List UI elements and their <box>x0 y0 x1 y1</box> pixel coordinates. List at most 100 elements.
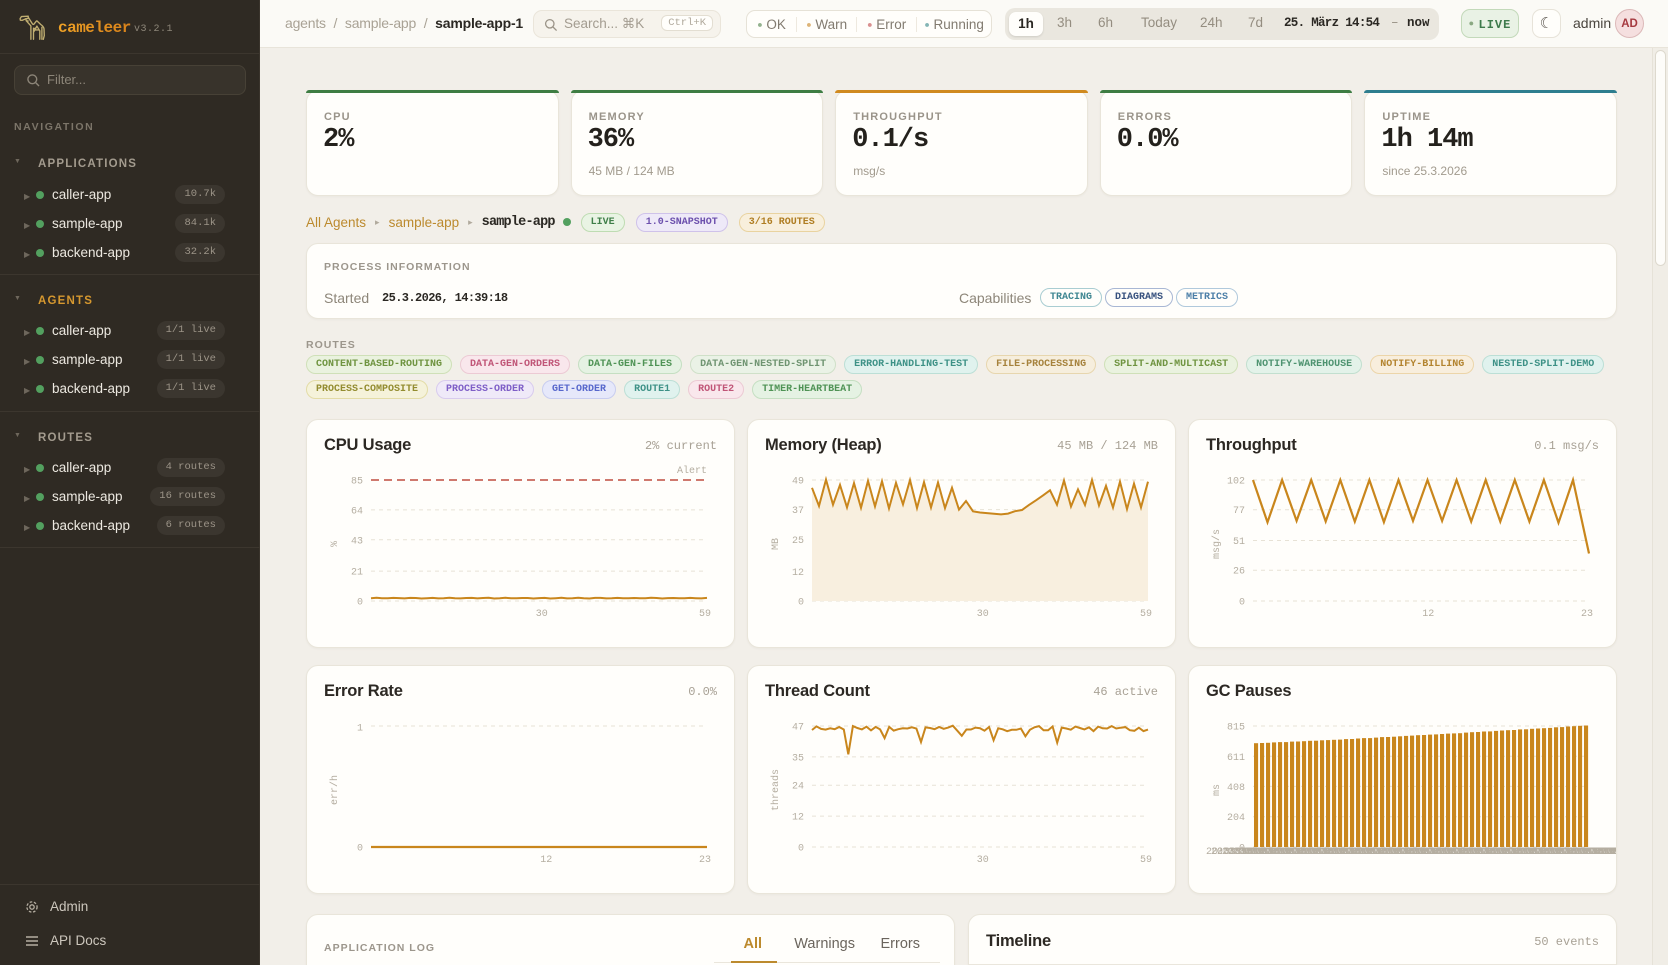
svg-text:815: 815 <box>1227 723 1245 734</box>
svg-text:20:39:00: 20:39:00 <box>1411 847 1459 858</box>
svg-text:20:39:00: 20:39:00 <box>1444 847 1492 858</box>
svg-text:20:39:00: 20:39:00 <box>1557 847 1605 858</box>
svg-text:20:39:00: 20:39:00 <box>1449 847 1497 858</box>
svg-text:24: 24 <box>792 782 804 793</box>
svg-text:20:39:00: 20:39:00 <box>1319 847 1367 858</box>
svg-text:26: 26 <box>1233 567 1245 578</box>
svg-text:20:39:00: 20:39:00 <box>1228 847 1276 858</box>
svg-text:20:39:00: 20:39:00 <box>1390 847 1438 858</box>
svg-text:0: 0 <box>357 844 363 855</box>
svg-text:20:39:00: 20:39:00 <box>1384 847 1432 858</box>
svg-text:20:39:00: 20:39:00 <box>1406 847 1454 858</box>
svg-text:43: 43 <box>351 536 363 547</box>
svg-text:204: 204 <box>1227 813 1245 824</box>
svg-text:ms: ms <box>1212 784 1223 796</box>
svg-text:102: 102 <box>1227 477 1245 488</box>
svg-text:20:39:00: 20:39:00 <box>1222 847 1270 858</box>
svg-text:20:39:00: 20:39:00 <box>1433 847 1481 858</box>
svg-text:20:39:00: 20:39:00 <box>1600 847 1616 858</box>
svg-text:20:39:00: 20:39:00 <box>1352 847 1400 858</box>
svg-text:20:39:00: 20:39:00 <box>1292 847 1340 858</box>
svg-text:20:39:00: 20:39:00 <box>1271 847 1319 858</box>
svg-text:20:39:00: 20:39:00 <box>1584 847 1616 858</box>
svg-text:20:39:00: 20:39:00 <box>1395 847 1443 858</box>
svg-text:20:39:00: 20:39:00 <box>1481 847 1529 858</box>
svg-text:64: 64 <box>351 506 363 517</box>
svg-text:20:39:00: 20:39:00 <box>1514 847 1562 858</box>
svg-text:20:39:00: 20:39:00 <box>1579 847 1616 858</box>
svg-text:20:39:00: 20:39:00 <box>1503 847 1551 858</box>
svg-text:20:39:00: 20:39:00 <box>1568 847 1616 858</box>
svg-text:20:39:00: 20:39:00 <box>1233 847 1281 858</box>
svg-text:20:39:00: 20:39:00 <box>1287 847 1335 858</box>
svg-text:20:39:00: 20:39:00 <box>1492 847 1540 858</box>
svg-text:20:39:00: 20:39:00 <box>1325 847 1373 858</box>
svg-text:20:39:00: 20:39:00 <box>1595 847 1616 858</box>
svg-text:20:39:00: 20:39:00 <box>1606 847 1616 858</box>
svg-text:20:39:00: 20:39:00 <box>1562 847 1610 858</box>
svg-text:20:39:00: 20:39:00 <box>1217 847 1265 858</box>
svg-text:20:39:00: 20:39:00 <box>1336 847 1384 858</box>
svg-text:20:39:00: 20:39:00 <box>1260 847 1308 858</box>
svg-text:12: 12 <box>1422 609 1434 620</box>
svg-text:20:39:00: 20:39:00 <box>1330 847 1378 858</box>
svg-text:%: % <box>330 541 341 547</box>
svg-text:20:39:00: 20:39:00 <box>1400 847 1448 858</box>
svg-text:23: 23 <box>1581 609 1593 620</box>
svg-text:20:39:00: 20:39:00 <box>1363 847 1411 858</box>
svg-text:20:39:00: 20:39:00 <box>1298 847 1346 858</box>
svg-text:20:39:00: 20:39:00 <box>1573 847 1616 858</box>
svg-text:msg/s: msg/s <box>1211 529 1223 559</box>
svg-text:20:39:00: 20:39:00 <box>1546 847 1594 858</box>
svg-text:20:39:00: 20:39:00 <box>1244 847 1292 858</box>
svg-text:0: 0 <box>798 598 804 609</box>
svg-text:611: 611 <box>1227 753 1245 764</box>
svg-text:20:39:00: 20:39:00 <box>1541 847 1589 858</box>
svg-text:20:39:00: 20:39:00 <box>1276 847 1324 858</box>
svg-text:59: 59 <box>1140 855 1152 866</box>
svg-text:59: 59 <box>699 609 711 620</box>
svg-text:20:39:00: 20:39:00 <box>1265 847 1313 858</box>
svg-text:20:39:00: 20:39:00 <box>1589 847 1616 858</box>
svg-text:49: 49 <box>792 477 804 488</box>
svg-text:20:39:00: 20:39:00 <box>1471 847 1519 858</box>
svg-text:20:39:00: 20:39:00 <box>1211 847 1259 858</box>
svg-text:20:39:00: 20:39:00 <box>1417 847 1465 858</box>
svg-text:30: 30 <box>977 855 989 866</box>
svg-text:20:39:00: 20:39:00 <box>1255 847 1303 858</box>
svg-text:23: 23 <box>699 855 711 866</box>
svg-text:20:39:00: 20:39:00 <box>1487 847 1535 858</box>
svg-text:20:39:00: 20:39:00 <box>1206 847 1254 858</box>
svg-text:408: 408 <box>1227 783 1245 794</box>
svg-text:12: 12 <box>792 568 804 579</box>
svg-text:20:39:00: 20:39:00 <box>1249 847 1297 858</box>
svg-text:20:39:00: 20:39:00 <box>1373 847 1421 858</box>
svg-text:85: 85 <box>351 477 363 488</box>
svg-text:1: 1 <box>357 724 363 735</box>
svg-text:20:39:00: 20:39:00 <box>1454 847 1502 858</box>
svg-text:20:39:00: 20:39:00 <box>1465 847 1513 858</box>
svg-text:77: 77 <box>1233 506 1245 517</box>
svg-text:30: 30 <box>977 609 989 620</box>
svg-text:err/h: err/h <box>329 775 341 805</box>
svg-text:21: 21 <box>351 568 363 579</box>
svg-text:20:39:00: 20:39:00 <box>1309 847 1357 858</box>
svg-text:20:39:00: 20:39:00 <box>1508 847 1556 858</box>
svg-text:20:39:00: 20:39:00 <box>1303 847 1351 858</box>
svg-text:MB: MB <box>771 538 782 550</box>
svg-text:Alert: Alert <box>677 465 707 477</box>
svg-text:20:39:00: 20:39:00 <box>1530 847 1578 858</box>
svg-text:20:39:00: 20:39:00 <box>1346 847 1394 858</box>
svg-text:20:39:00: 20:39:00 <box>1519 847 1567 858</box>
svg-text:12: 12 <box>540 855 552 866</box>
svg-text:20:39:00: 20:39:00 <box>1282 847 1330 858</box>
svg-text:20:39:00: 20:39:00 <box>1427 847 1475 858</box>
svg-text:20:39:00: 20:39:00 <box>1368 847 1416 858</box>
svg-text:20:39:00: 20:39:00 <box>1476 847 1524 858</box>
svg-text:0: 0 <box>357 598 363 609</box>
svg-text:20:39:00: 20:39:00 <box>1460 847 1508 858</box>
svg-text:0: 0 <box>798 844 804 855</box>
svg-text:47: 47 <box>792 723 804 734</box>
svg-text:12: 12 <box>792 813 804 824</box>
svg-text:25: 25 <box>792 536 804 547</box>
